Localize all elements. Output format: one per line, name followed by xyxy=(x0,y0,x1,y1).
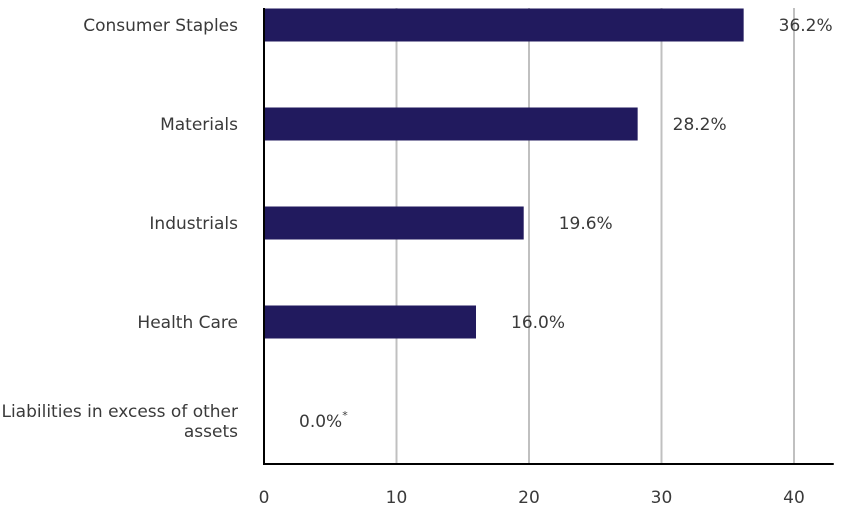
labels: 0 10 20 30 40 Consumer Staples 36.2% Materials 2… xyxy=(1,16,832,508)
bar-0 xyxy=(264,8,744,42)
value-label-4: 0.0%* xyxy=(299,409,348,432)
value-label-2: 19.6% xyxy=(559,214,613,234)
bar-3 xyxy=(264,305,476,339)
bars xyxy=(264,8,744,339)
value-label-3: 16.0% xyxy=(511,313,565,333)
x-tick-label-30: 30 xyxy=(651,488,673,508)
x-tick-label-20: 20 xyxy=(518,488,540,508)
bar-1 xyxy=(264,107,638,141)
value-label-0: 36.2% xyxy=(779,16,833,36)
category-label-1: Materials xyxy=(160,115,238,135)
x-tick-label-40: 40 xyxy=(783,488,805,508)
value-label-1: 28.2% xyxy=(673,115,727,135)
bar-2 xyxy=(264,206,524,240)
category-label-4: Liabilities in excess of other assets xyxy=(1,402,238,442)
x-tick-label-0: 0 xyxy=(259,488,270,508)
category-label-0: Consumer Staples xyxy=(83,16,238,36)
category-label-3: Health Care xyxy=(137,313,238,333)
x-tick-label-10: 10 xyxy=(386,488,408,508)
category-label-2: Industrials xyxy=(149,214,238,234)
